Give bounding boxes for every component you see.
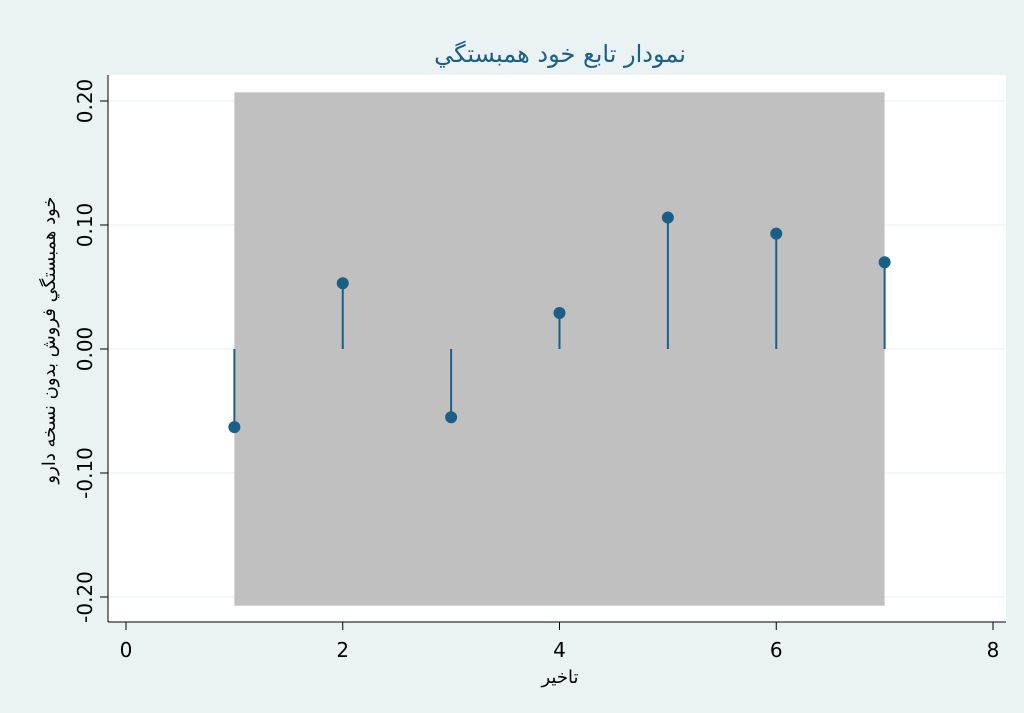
point-lag-3 bbox=[445, 411, 458, 424]
x-axis-label: تاخير bbox=[541, 667, 579, 688]
y-tick-label-2: 0.00 bbox=[73, 327, 97, 372]
x-tick-label-3: 6 bbox=[770, 638, 783, 662]
point-lag-7 bbox=[878, 256, 891, 269]
point-lag-2 bbox=[336, 277, 349, 290]
data-marks bbox=[228, 211, 891, 434]
point-lag-4 bbox=[553, 307, 566, 320]
point-lag-5 bbox=[661, 211, 674, 224]
y-tick-label-0: -0.20 bbox=[73, 571, 97, 623]
y-tick-label-4: 0.20 bbox=[73, 79, 97, 124]
chart-title: نمودار تابع خود همبستگي bbox=[434, 40, 686, 68]
x-tick-label-0: 0 bbox=[120, 638, 133, 662]
point-lag-6 bbox=[770, 227, 783, 240]
x-tick-label-4: 8 bbox=[987, 638, 1000, 662]
y-tick-label-3: 0.10 bbox=[73, 203, 97, 248]
x-axis-ticks: 0 2 4 6 8 bbox=[120, 622, 1000, 662]
x-tick-label-2: 4 bbox=[553, 638, 566, 662]
point-lag-1 bbox=[228, 421, 241, 434]
y-tick-label-1: -0.10 bbox=[73, 447, 97, 499]
x-tick-label-1: 2 bbox=[336, 638, 349, 662]
y-axis-ticks: -0.20 -0.10 0.00 0.10 0.20 bbox=[73, 79, 108, 623]
y-axis-label: خود همبستگي فروش بدون نسخه دارو bbox=[38, 196, 60, 484]
